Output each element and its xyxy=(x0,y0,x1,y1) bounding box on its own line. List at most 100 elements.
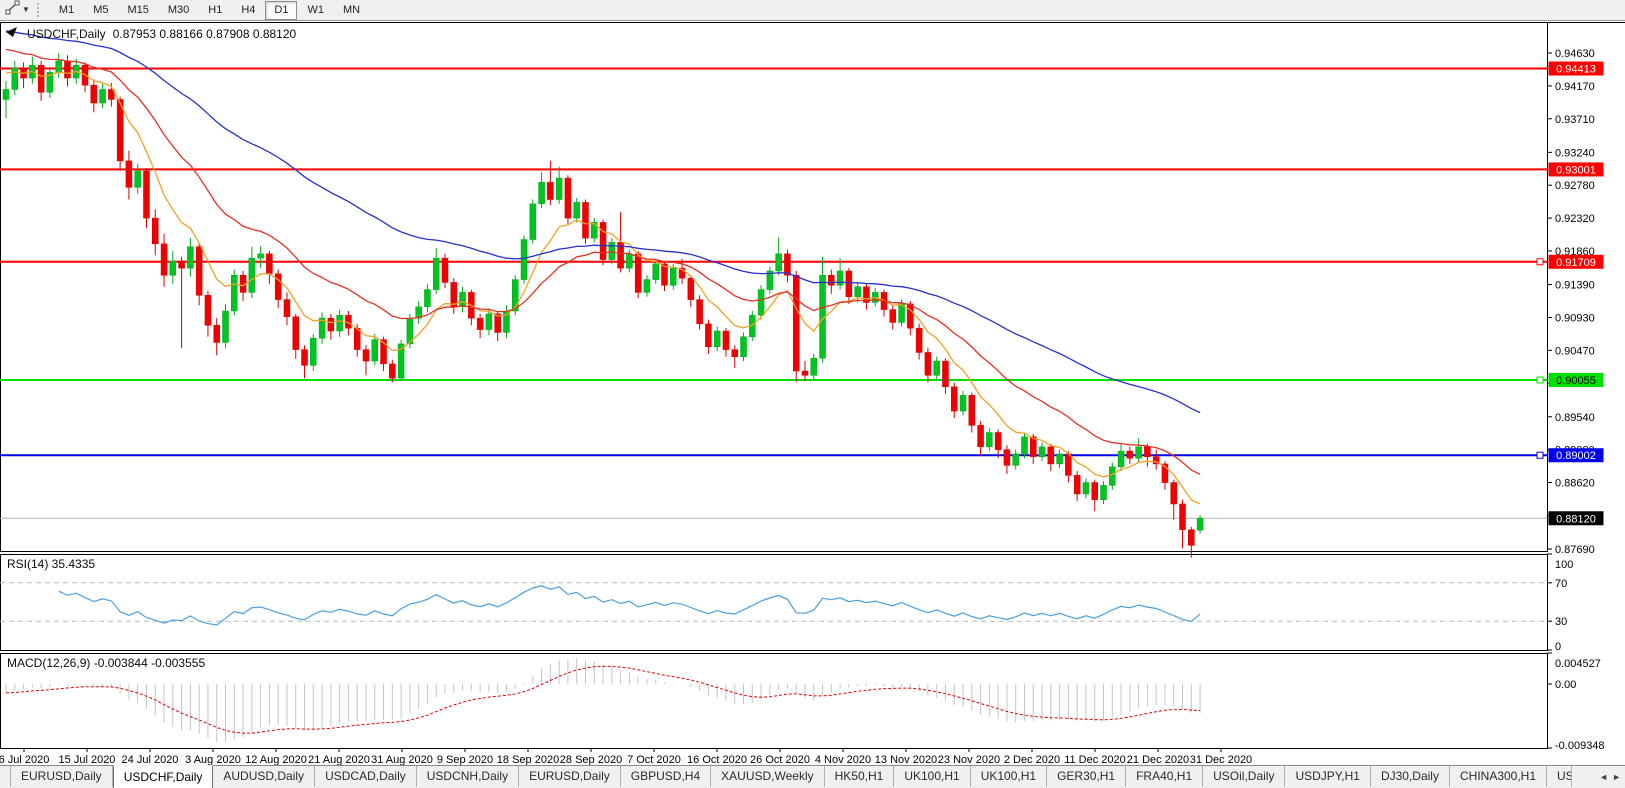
ma-slow-line xyxy=(5,30,1201,414)
tab-uk100-h1[interactable]: UK100,H1 xyxy=(894,766,971,787)
rsi-line xyxy=(58,585,1201,626)
tab-usdchf-daily[interactable]: USDCHF,Daily xyxy=(112,765,214,788)
date-tick-label: 31 Aug 2020 xyxy=(371,754,433,765)
date-tick-label: 7 Oct 2020 xyxy=(627,754,681,765)
tf-button-H1[interactable]: H1 xyxy=(208,3,223,16)
price-tick-label: 0.92320 xyxy=(1555,213,1595,225)
tf-button-MN[interactable]: MN xyxy=(342,3,361,16)
price-tick-label: 0.94630 xyxy=(1555,48,1595,60)
date-axis: 6 Jul 2020 15 Jul 2020 24 Jul 2020 3 Aug 20… xyxy=(0,748,1252,765)
tab-usoil-daily[interactable]: USOil,Daily xyxy=(1203,766,1286,787)
macd-pane: 0.004527 0.00 -0.009348 xyxy=(5,652,1605,752)
ma-medium-line xyxy=(5,48,1201,475)
tab-usdcnh-daily[interactable]: USDCNH,Daily xyxy=(417,766,520,787)
price-tick-label: 0.90930 xyxy=(1555,312,1595,324)
date-tick-label: 3 Aug 2020 xyxy=(185,754,241,765)
tf-button-M15[interactable]: M15 xyxy=(127,3,149,16)
price-tick-label: 0.93240 xyxy=(1555,147,1595,159)
chart-tab-bar: EURUSD,Daily USDCHF,Daily AUDUSD,Daily USDC… xyxy=(0,765,1625,788)
rsi-scale-label: 70 xyxy=(1555,578,1567,590)
date-tick-label: 18 Sep 2020 xyxy=(497,754,559,765)
chart-canvas: 0.94630 0.94170 0.93710 0.93240 0.92780 0.923… xyxy=(0,22,1625,765)
level-price-badge xyxy=(1548,162,1604,177)
toolbar-grip xyxy=(36,3,44,17)
date-tick-label: 2 Dec 2020 xyxy=(1004,754,1060,765)
date-tick-label: 31 Dec 2020 xyxy=(1190,754,1252,765)
date-tick-label: 23 Nov 2020 xyxy=(938,754,1000,765)
tab-partial[interactable]: US xyxy=(1547,766,1573,787)
tf-button-D1[interactable]: D1 xyxy=(265,0,298,20)
tab-gbpusd-h4[interactable]: GBPUSD,H4 xyxy=(621,766,712,787)
tf-button-M30[interactable]: M30 xyxy=(167,3,190,16)
price-tick-label: 0.87690 xyxy=(1555,544,1595,556)
date-tick-label: 26 Oct 2020 xyxy=(750,754,810,765)
timeframe-buttons: M1 M5 M15 M30 H1 H4 D1 W1 MN xyxy=(50,0,369,20)
tab-hk50-h1[interactable]: HK50,H1 xyxy=(825,766,895,787)
ma-fast-line xyxy=(5,70,1201,505)
date-tick-label: 28 Sep 2020 xyxy=(560,754,622,765)
tab-audusd-daily[interactable]: AUDUSD,Daily xyxy=(213,766,316,787)
tf-button-H4[interactable]: H4 xyxy=(241,3,256,16)
date-tick-label: 21 Aug 2020 xyxy=(308,754,370,765)
date-tick-label: 12 Aug 2020 xyxy=(245,754,307,765)
level-price-badge xyxy=(1548,254,1604,269)
tab-scroll-right-button[interactable]: ► xyxy=(1612,771,1621,782)
rsi-scale-label: 30 xyxy=(1555,616,1567,628)
tab-usdjpy-h1[interactable]: USDJPY,H1 xyxy=(1285,766,1371,787)
svg-text:0.91709: 0.91709 xyxy=(1556,257,1596,269)
svg-text:0.94413: 0.94413 xyxy=(1556,64,1596,76)
main-panel-border xyxy=(0,22,1548,552)
date-tick-label: 13 Nov 2020 xyxy=(875,754,937,765)
macd-scale-label: 0.00 xyxy=(1555,679,1576,691)
tab-china300-h1[interactable]: CHINA300,H1 xyxy=(1450,766,1548,787)
svg-text:0.93001: 0.93001 xyxy=(1556,164,1596,176)
svg-text:0.88120: 0.88120 xyxy=(1556,513,1596,525)
tab-fra40-h1[interactable]: FRA40,H1 xyxy=(1126,766,1204,787)
tab-scroll-arrows: ◄ ► xyxy=(1585,765,1625,788)
price-tick-label: 0.89540 xyxy=(1555,412,1595,424)
timeframe-toolbar: ▼ M1 M5 M15 M30 H1 H4 D1 W1 MN xyxy=(0,0,1625,21)
price-tick-label: 0.93710 xyxy=(1555,114,1595,126)
svg-text:0.90055: 0.90055 xyxy=(1556,375,1596,387)
level-handle-0.91709[interactable] xyxy=(1536,258,1544,266)
macd-panel-border xyxy=(0,653,1548,749)
tab-usdcad-daily[interactable]: USDCAD,Daily xyxy=(315,766,417,787)
tab-scroll-left-button[interactable]: ◄ xyxy=(1599,771,1609,782)
level-handle-0.90055[interactable] xyxy=(1536,376,1544,384)
tab-eurusd-daily[interactable]: EURUSD,Daily xyxy=(519,766,621,787)
macd-scale-label: 0.004527 xyxy=(1555,658,1601,670)
rsi-panel-border xyxy=(0,554,1548,651)
tf-button-M1[interactable]: M1 xyxy=(58,3,75,16)
chart-tabs: EURUSD,Daily USDCHF,Daily AUDUSD,Daily USDC… xyxy=(0,765,1573,788)
date-tick-label: 6 Jul 2020 xyxy=(0,754,49,765)
price-tick-label: 0.88620 xyxy=(1555,478,1595,490)
price-tick-label: 0.90470 xyxy=(1555,345,1595,357)
date-tick-label: 15 Jul 2020 xyxy=(59,754,116,765)
tab-uk100-h1[interactable]: UK100,H1 xyxy=(971,766,1048,787)
macd-signal-line xyxy=(5,665,1201,734)
tab-dj30-daily[interactable]: DJ30,Daily xyxy=(1371,766,1450,787)
price-axis: 0.94630 0.94170 0.93710 0.93240 0.92780 0.923… xyxy=(1547,48,1595,556)
tab-xauusd-weekly[interactable]: XAUUSD,Weekly xyxy=(711,766,825,787)
date-tick-label: 9 Sep 2020 xyxy=(437,754,493,765)
level-handle-0.89002[interactable] xyxy=(1536,451,1544,459)
level-price-badge xyxy=(1548,61,1604,76)
macd-scale-label: -0.009348 xyxy=(1555,740,1605,752)
crosshair-tool-icon xyxy=(5,0,20,20)
svg-text:0.89002: 0.89002 xyxy=(1556,450,1596,462)
chart-tool-button[interactable]: ▼ xyxy=(0,0,35,20)
level-price-badge xyxy=(1548,448,1604,463)
price-tick-label: 0.92780 xyxy=(1555,180,1595,192)
rsi-scale-label: 100 xyxy=(1555,559,1573,571)
tf-button-W1[interactable]: W1 xyxy=(307,3,324,16)
date-tick-label: 16 Oct 2020 xyxy=(687,754,747,765)
tab-ger30-h1[interactable]: GER30,H1 xyxy=(1047,766,1127,787)
rsi-scale-label: 0 xyxy=(1555,641,1561,653)
level-price-badge xyxy=(1548,372,1604,387)
level-lines xyxy=(0,67,1547,519)
tf-button-M5[interactable]: M5 xyxy=(93,3,109,16)
tab-eurusd-daily[interactable]: EURUSD,Daily xyxy=(10,766,113,787)
date-tick-label: 24 Jul 2020 xyxy=(122,754,179,765)
date-tick-label: 11 Dec 2020 xyxy=(1064,754,1126,765)
date-tick-label: 4 Nov 2020 xyxy=(815,754,871,765)
